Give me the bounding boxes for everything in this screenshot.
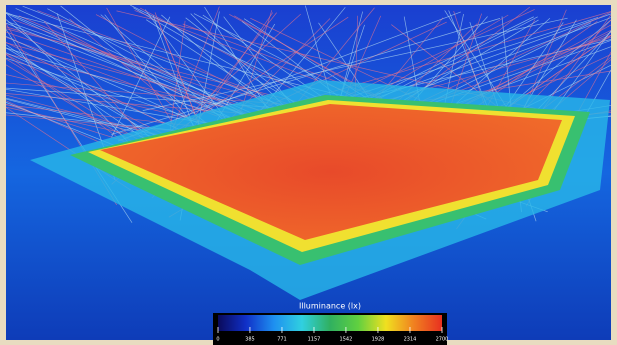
colorbar-title: Illuminance (lx)	[299, 302, 361, 311]
colorbar-tick-label: 0	[216, 337, 219, 343]
colorbar-tick-label: 1542	[340, 337, 353, 343]
colorbar-tick-label: 1157	[308, 337, 321, 343]
colorbar-tick-label: 2700	[436, 337, 449, 343]
colorbar-tick-label: 771	[277, 337, 287, 343]
colorbar-tick-label: 1928	[372, 337, 385, 343]
colorbar-tick-label: 385	[245, 337, 255, 343]
colorbar-tick-label: 2314	[404, 337, 417, 343]
colorbar	[218, 315, 442, 331]
scene: Illuminance (lx) 0 385 771 1157 1542 1928 2314…	[0, 0, 617, 345]
